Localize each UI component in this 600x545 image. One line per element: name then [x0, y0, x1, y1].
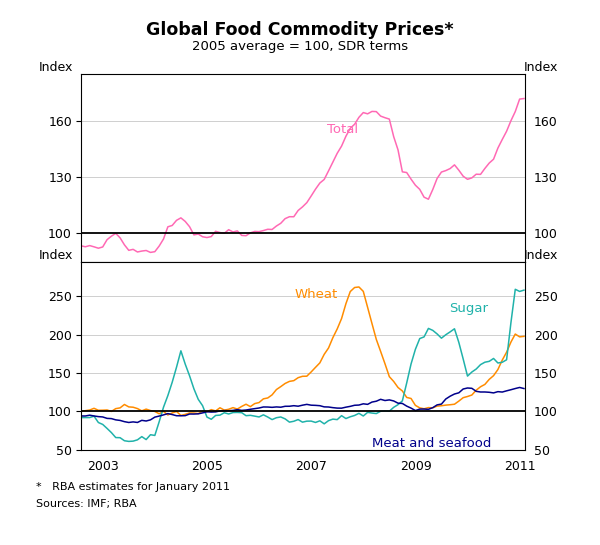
Text: Wheat: Wheat [295, 288, 338, 301]
Text: Sugar: Sugar [449, 302, 488, 316]
Text: Index: Index [524, 60, 558, 74]
Text: Index: Index [39, 249, 73, 262]
Text: *   RBA estimates for January 2011: * RBA estimates for January 2011 [36, 482, 230, 492]
Text: Index: Index [39, 60, 73, 74]
Text: 2005 average = 100, SDR terms: 2005 average = 100, SDR terms [192, 40, 408, 53]
Text: Sources: IMF; RBA: Sources: IMF; RBA [36, 499, 137, 508]
Text: Total: Total [327, 123, 358, 136]
Text: Global Food Commodity Prices*: Global Food Commodity Prices* [146, 21, 454, 39]
Text: Index: Index [524, 249, 558, 262]
Text: Meat and seafood: Meat and seafood [371, 437, 491, 450]
